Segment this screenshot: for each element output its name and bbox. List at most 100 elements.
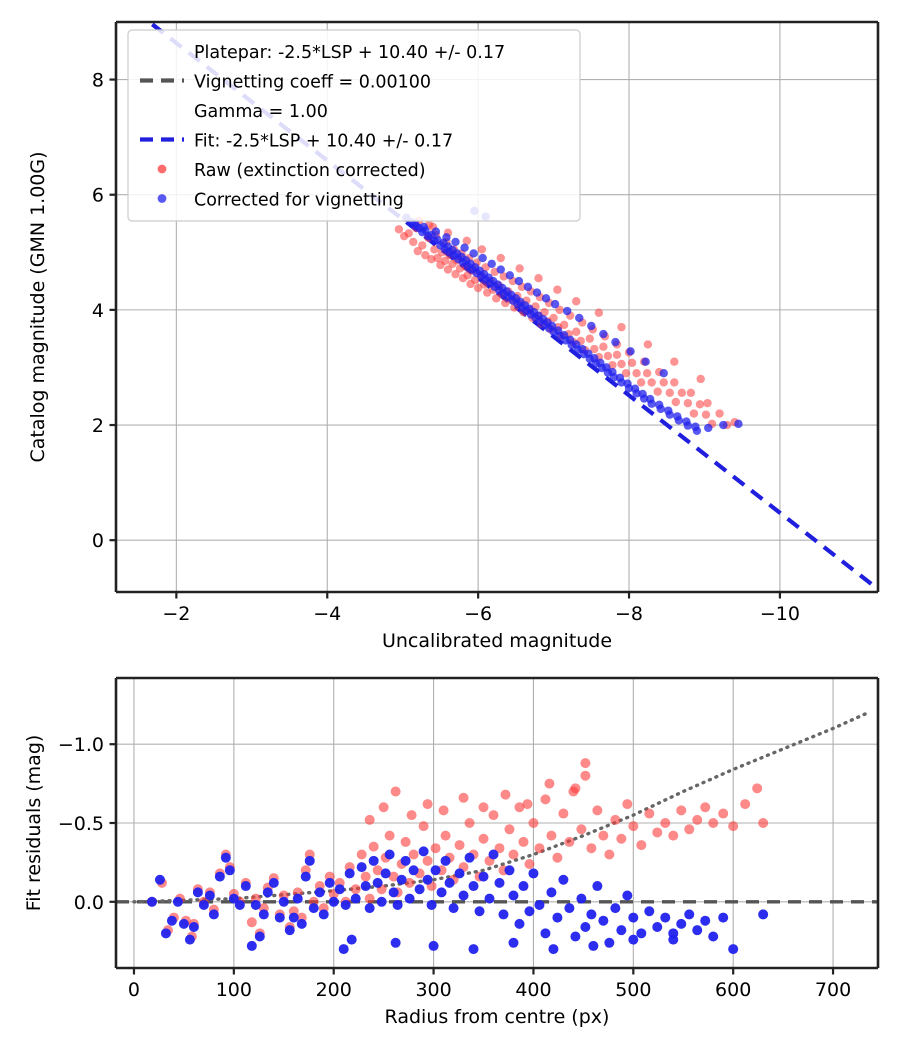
data-point [422, 799, 433, 810]
data-point [198, 899, 209, 910]
data-point [740, 799, 751, 810]
data-point [350, 893, 361, 904]
data-point [431, 227, 441, 236]
data-point [451, 237, 460, 247]
data-point [178, 918, 189, 929]
data-point [440, 830, 451, 841]
data-point [368, 855, 379, 866]
data-point [464, 818, 475, 828]
data-point [704, 423, 713, 433]
data-point [224, 865, 235, 876]
data-point [578, 344, 587, 354]
data-point [570, 931, 581, 942]
data-point [448, 903, 459, 914]
data-point [406, 810, 417, 821]
data-point [166, 915, 177, 926]
data-point [638, 389, 647, 399]
x-tick-label: 100 [216, 979, 252, 1001]
data-point [586, 843, 597, 854]
data-point [540, 794, 551, 805]
data-point [278, 896, 289, 907]
x-tick-label: −8 [615, 603, 643, 625]
data-point [534, 843, 545, 854]
data-point [584, 349, 593, 358]
data-point [670, 357, 679, 366]
data-point [505, 271, 515, 280]
data-point [692, 925, 703, 936]
legend: Platepar: -2.5*LSP + 10.40 +/- 0.17 Vigne… [127, 29, 581, 222]
data-point [564, 836, 575, 847]
data-point [585, 334, 594, 343]
data-point [364, 903, 375, 914]
data-point [258, 909, 269, 920]
data-point [576, 893, 587, 904]
data-point [559, 320, 569, 330]
data-point [514, 918, 525, 929]
data-point [468, 944, 479, 955]
data-point [304, 855, 315, 866]
data-point [390, 937, 401, 948]
y-tick-label: 4 [92, 300, 104, 322]
data-point [691, 422, 700, 431]
data-point [641, 357, 650, 366]
y-axis-label: Catalog magnitude (GMN 1.00G) [27, 151, 49, 462]
data-point [523, 282, 533, 292]
data-point [430, 865, 441, 876]
data-point [356, 849, 367, 860]
data-point [575, 313, 584, 323]
x-tick-label: −4 [313, 603, 341, 625]
data-point [334, 884, 345, 895]
data-point [642, 369, 652, 378]
x-tick-label: −2 [162, 603, 190, 625]
data-point [262, 887, 273, 898]
data-point [677, 388, 687, 397]
data-point [468, 881, 479, 892]
data-point [300, 871, 311, 882]
y-tick-label: 2 [92, 415, 104, 437]
data-point [400, 855, 411, 866]
data-point [458, 890, 469, 901]
data-point [487, 259, 496, 269]
data-point [524, 906, 535, 917]
data-point [246, 940, 257, 951]
x-axis-label: Uncalibrated magnitude [382, 630, 612, 652]
data-point [580, 922, 591, 933]
data-point [617, 322, 626, 332]
data-point [234, 899, 245, 910]
data-point [414, 884, 425, 895]
legend-label: Corrected for vignetting [194, 191, 404, 211]
data-point [598, 830, 609, 841]
data-point [454, 868, 465, 879]
data-point [553, 326, 563, 335]
data-point [603, 351, 613, 361]
y-tick-label: −0.5 [58, 813, 104, 835]
data-point [440, 256, 450, 266]
data-point [430, 843, 441, 854]
data-point [668, 830, 679, 841]
data-point [647, 378, 656, 387]
data-point [400, 231, 409, 241]
data-point [494, 843, 505, 854]
data-point [364, 893, 375, 904]
data-point [728, 821, 739, 832]
data-point [610, 903, 621, 914]
x-tick-label: 700 [815, 979, 851, 1001]
data-point [644, 906, 655, 917]
data-point [612, 350, 622, 359]
data-point [396, 874, 407, 885]
data-point [588, 940, 599, 951]
data-point [384, 849, 395, 860]
legend-box [127, 29, 581, 222]
x-tick-label: 500 [615, 979, 651, 1001]
data-point [596, 358, 605, 368]
data-point [670, 378, 679, 387]
data-point [682, 417, 691, 426]
data-point [546, 830, 557, 841]
data-layer [145, 22, 878, 591]
data-point [477, 245, 487, 254]
data-point [636, 378, 646, 387]
data-point [388, 871, 399, 882]
data-point [550, 299, 560, 309]
data-point [418, 241, 427, 250]
